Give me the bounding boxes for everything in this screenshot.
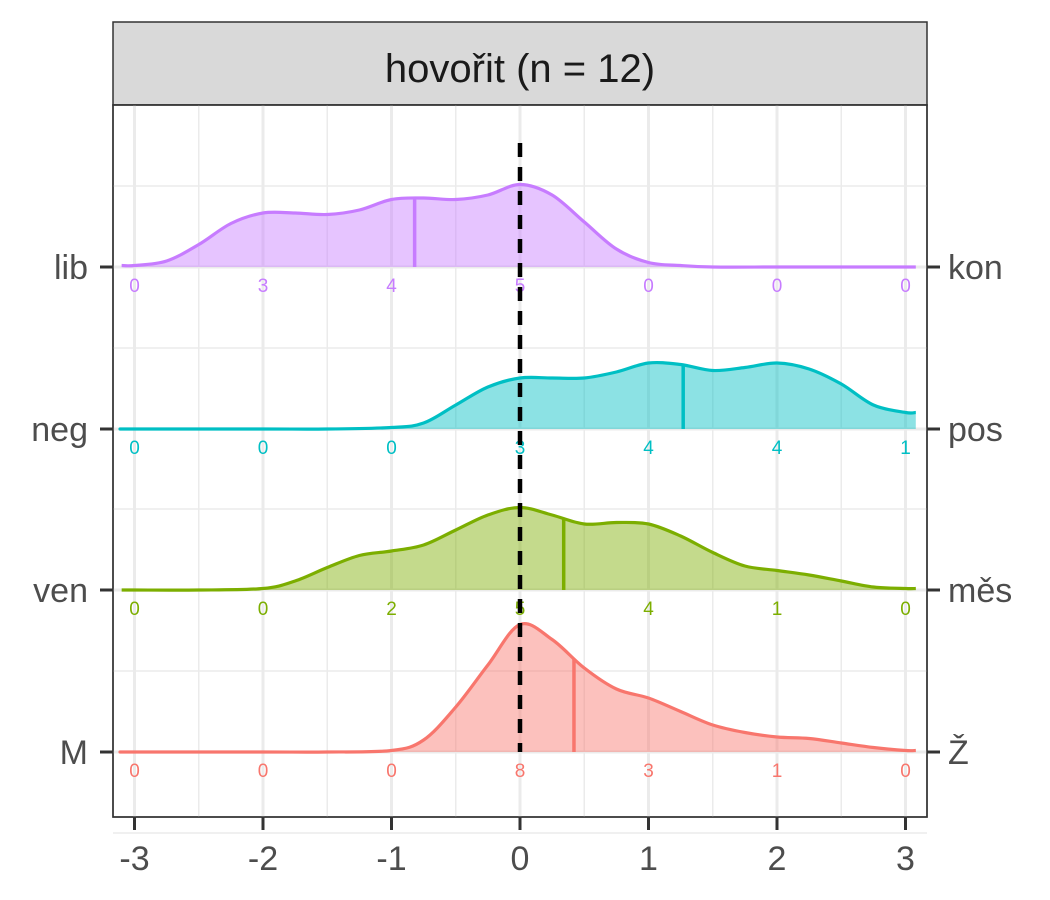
- left-label-neg: neg: [31, 411, 88, 449]
- x-tick-label: -3: [119, 840, 149, 878]
- count-label: 0: [129, 276, 140, 297]
- count-label: 0: [900, 276, 911, 297]
- count-label: 0: [129, 599, 140, 620]
- left-label-lib: lib: [54, 249, 88, 287]
- count-label: 2: [386, 599, 397, 620]
- left-label-ven: ven: [33, 572, 88, 610]
- count-label: 4: [386, 276, 397, 297]
- x-tick-label: 3: [896, 840, 915, 878]
- density-area: [120, 623, 916, 753]
- x-tick-label: -1: [376, 840, 406, 878]
- count-label: 0: [258, 761, 269, 782]
- count-label: 0: [386, 438, 397, 459]
- x-tick-label: 1: [639, 840, 658, 878]
- count-label: 3: [258, 276, 269, 297]
- x-tick-label: 0: [511, 840, 530, 878]
- x-tick-label: -2: [248, 840, 278, 878]
- plot-panel-border: [112, 104, 928, 818]
- ridge-M-Ž: 0 0 0 8 3 1 0: [118, 622, 916, 782]
- count-label: 1: [772, 599, 783, 620]
- count-label: 0: [386, 761, 397, 782]
- count-label: 0: [258, 599, 269, 620]
- count-label: 5: [515, 276, 526, 297]
- count-label: 0: [772, 276, 783, 297]
- count-label: 1: [772, 761, 783, 782]
- count-label: 0: [900, 761, 911, 782]
- count-label: 4: [643, 438, 654, 459]
- count-label: 8: [515, 761, 526, 782]
- row-labels: lib kon neg pos ven měs M Ž: [31, 249, 1012, 772]
- density-curve: [121, 505, 916, 592]
- count-label: 0: [900, 599, 911, 620]
- count-label: 0: [129, 438, 140, 459]
- count-label: 1: [900, 438, 911, 459]
- density-curve: [121, 182, 916, 269]
- count-label: 4: [643, 599, 654, 620]
- count-label: 0: [129, 761, 140, 782]
- right-label-pos: pos: [948, 411, 1003, 449]
- density-curve: [118, 360, 916, 431]
- count-label: 3: [515, 438, 526, 459]
- count-label: 0: [258, 438, 269, 459]
- left-label-M: M: [60, 734, 88, 772]
- facet-strip: [112, 21, 928, 106]
- right-label-Ž: Ž: [948, 734, 969, 772]
- density-curve: [118, 622, 916, 754]
- facet-title: hovořit (n = 12): [385, 47, 655, 91]
- density-area: [121, 507, 916, 591]
- right-label-kon: kon: [948, 249, 1003, 287]
- count-label: 0: [643, 276, 654, 297]
- x-axis: -3 -2 -1 0 1 2 3: [119, 817, 915, 878]
- x-tick-label: 2: [768, 840, 787, 878]
- count-label: 3: [643, 761, 654, 782]
- count-label: 4: [772, 438, 783, 459]
- right-label-měs: měs: [948, 572, 1012, 610]
